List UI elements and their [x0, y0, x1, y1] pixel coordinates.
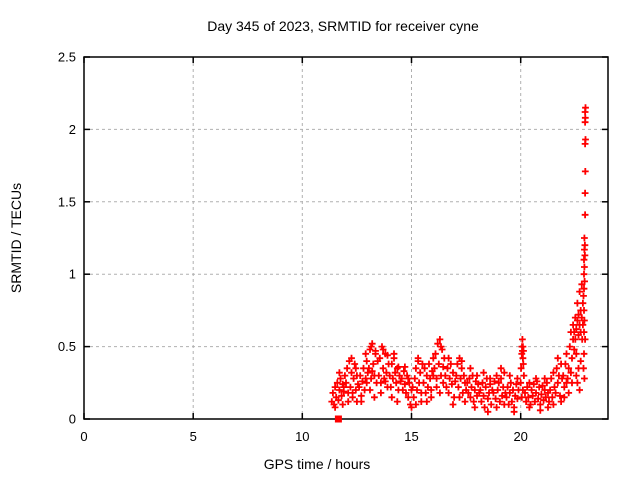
x-tick-label: 10	[295, 429, 309, 444]
y-tick-label: 0.5	[58, 339, 76, 354]
y-tick-label: 2.5	[58, 50, 76, 65]
x-axis-label: GPS time / hours	[264, 456, 371, 472]
plot-border	[83, 56, 609, 420]
y-tick-labels: 0 0.5 1 1.5 2 2.5	[58, 50, 76, 427]
scatter-plus-markers	[328, 104, 589, 416]
x-tick-label: 5	[190, 429, 197, 444]
axis-ticks	[83, 56, 608, 420]
x-tick-labels: 0 5 10 15 20	[80, 429, 528, 444]
y-tick-label: 1.5	[58, 194, 76, 209]
chart-title: Day 345 of 2023, SRMTID for receiver cyn…	[207, 18, 479, 34]
x-tick-label: 15	[404, 429, 418, 444]
scatter-square-marker	[334, 415, 342, 423]
gridlines	[84, 57, 608, 419]
y-tick-label: 2	[69, 122, 76, 137]
data-points	[328, 104, 589, 423]
x-tick-label: 20	[513, 429, 527, 444]
y-axis-label: SRMTID / TECUs	[8, 183, 24, 293]
x-tick-label: 0	[80, 429, 87, 444]
y-tick-label: 1	[69, 267, 76, 282]
y-tick-label: 0	[69, 412, 76, 427]
